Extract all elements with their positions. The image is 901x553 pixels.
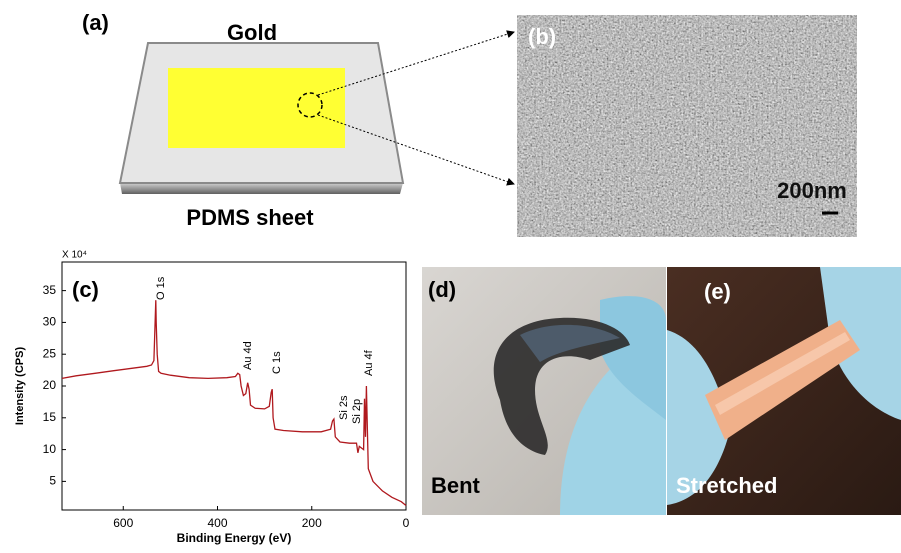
peak-label: Au 4f <box>363 349 375 376</box>
panel-label: (b) <box>528 24 556 49</box>
panel-b: (b) 200nm <box>517 15 857 237</box>
peak-label: Si 2p <box>351 399 363 424</box>
gold-layer <box>168 68 345 148</box>
y-tick-label: 35 <box>43 283 57 297</box>
panel-label: (d) <box>428 277 456 302</box>
panel-label: (c) <box>72 277 99 302</box>
x-tick-label: 400 <box>207 516 227 530</box>
y-tick-label: 25 <box>43 346 57 360</box>
y-tick-label: 10 <box>43 442 57 456</box>
gold-label: Gold <box>227 20 277 45</box>
panel-c: X 10⁴ (c) Intensity (CPS) Binding Energy… <box>14 250 410 546</box>
panel-a: (a) Gold PDMS sheet <box>82 10 514 230</box>
caption: Bent <box>431 473 481 498</box>
y-tick-label: 15 <box>43 410 57 424</box>
panel-label: (a) <box>82 10 109 35</box>
peak-label: C 1s <box>271 351 283 374</box>
panel-label: (e) <box>704 279 731 304</box>
peak-label: Au 4d <box>242 341 254 370</box>
x-axis-label: Binding Energy (eV) <box>177 531 292 545</box>
y-tick-label: 20 <box>43 378 57 392</box>
sheet-label: PDMS sheet <box>186 205 314 230</box>
peak-label: O 1s <box>155 276 167 300</box>
panel-d: (d) Bent <box>422 267 666 515</box>
y-tick-label: 5 <box>49 474 56 488</box>
scale-label: 200nm <box>777 178 847 203</box>
x-tick-label: 200 <box>302 516 322 530</box>
x-tick-label: 0 <box>403 516 410 530</box>
caption: Stretched <box>676 473 777 498</box>
plot-frame <box>62 262 406 510</box>
y-axis-label: Intensity (CPS) <box>14 347 26 426</box>
axis-multiplier: X 10⁴ <box>62 250 87 261</box>
figure: (a) Gold PDMS sheet (b) 200nm X 10⁴ (c) … <box>0 0 901 548</box>
sheet-edge <box>120 183 403 194</box>
peak-label: Si 2s <box>338 395 350 420</box>
y-tick-label: 30 <box>43 315 57 329</box>
sem-image <box>517 15 857 237</box>
panel-e: (e) Stretched <box>667 267 901 515</box>
x-tick-label: 600 <box>113 516 133 530</box>
